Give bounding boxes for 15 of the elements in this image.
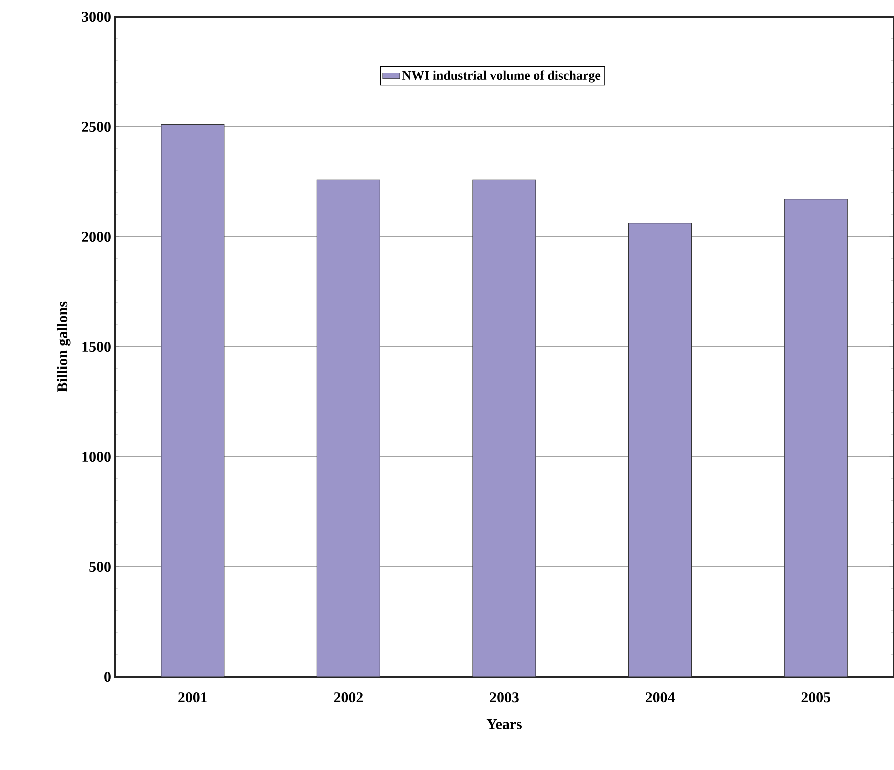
x-tick-label: 2003 — [490, 692, 519, 703]
y-tick-label: 3000 — [82, 12, 111, 22]
y-axis-title: Billion gallons — [57, 302, 71, 392]
y-tick-label: 0 — [104, 672, 111, 682]
y-tick-label: 2500 — [82, 122, 111, 132]
y-tick-label: 1500 — [82, 342, 111, 352]
y-tick-label: 1000 — [82, 452, 111, 462]
legend-label: NWI industrial volume of discharge — [402, 70, 601, 83]
x-tick-label: 2004 — [646, 692, 675, 703]
x-tick-label: 2005 — [802, 692, 830, 703]
y-tick-label: 500 — [90, 562, 111, 572]
x-tick-label: 2001 — [178, 692, 208, 703]
x-axis-title: Years — [486, 719, 522, 730]
y-tick-label: 2000 — [82, 232, 111, 242]
x-tick-label: 2002 — [334, 692, 363, 703]
